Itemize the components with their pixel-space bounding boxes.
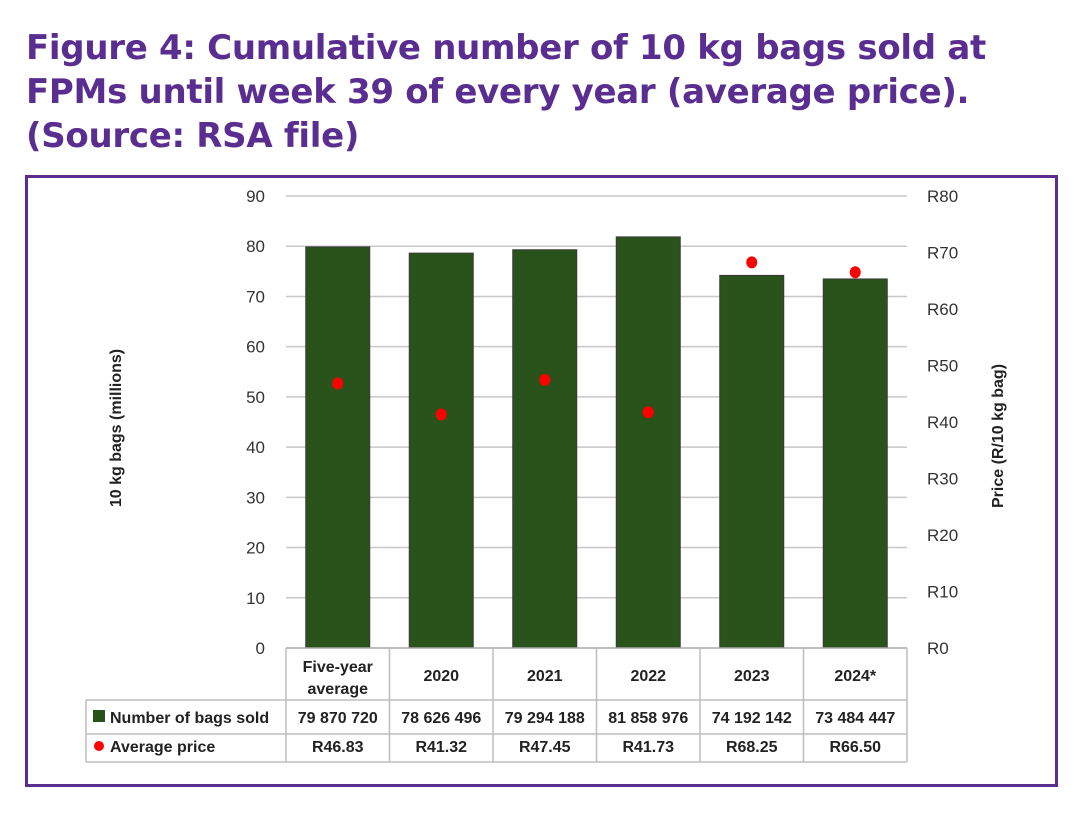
category-label: 2020 [423,668,459,685]
bags-sold-value: 74 192 142 [712,710,792,727]
average-price-value: R68.25 [726,739,778,756]
average-price-value: R46.83 [312,739,364,756]
right-tick-label: R50 [927,357,958,376]
price-dot [849,266,861,279]
bar [615,236,681,649]
left-tick-label: 20 [246,539,265,558]
left-tick-label: 40 [246,438,265,457]
right-tick-label: R40 [927,413,958,432]
title-line-3: (Source: RSA file) [26,116,360,156]
left-tick-label: 10 [246,589,265,608]
title-line-1: Figure 4: Cumulative number of 10 kg bag… [26,28,986,68]
category-label: 2022 [630,668,666,685]
bars [305,236,888,649]
category-label: 2024* [834,668,877,685]
bar [408,252,474,649]
figure-title: Figure 4: Cumulative number of 10 kg bag… [26,26,1066,158]
right-tick-label: R80 [927,187,958,206]
left-tick-label: 0 [256,639,265,658]
right-axis-ticks: R0 R10 R20 R30 R40 R50 R60 R70 R80 [927,187,958,658]
bar [305,246,371,649]
legend-label-price: Average price [110,739,215,756]
chart-frame [25,175,1058,787]
bar [822,278,888,649]
legend-key-price [94,741,104,751]
left-tick-label: 60 [246,338,265,357]
bags-sold-value: 79 294 188 [505,710,585,727]
right-tick-label: R60 [927,300,958,319]
right-tick-label: R30 [927,470,958,489]
category-label: average [308,681,369,698]
average-price-value: R41.73 [622,739,674,756]
legend-key-bars [93,710,105,722]
right-tick-label: R10 [927,583,958,602]
bags-sold-value: 78 626 496 [401,710,481,727]
left-axis-title: 10 kg bags (millions) [108,349,125,507]
bags-sold-value: 81 858 976 [608,710,688,727]
price-dot [642,406,654,419]
bar [512,249,578,649]
left-tick-label: 90 [246,187,265,206]
right-tick-label: R20 [927,526,958,545]
bar [719,274,785,649]
price-dot [746,256,758,269]
left-tick-label: 70 [246,287,265,306]
price-dot [539,373,551,386]
data-table: Five-year average 2020 2021 2022 2023 2024* Num… [85,647,908,763]
category-label: 2021 [527,668,563,685]
gridlines [286,195,907,599]
category-label: Five-year [303,659,373,676]
title-line-2: FPMs until week 39 of every year (averag… [26,72,970,112]
price-dots [332,256,861,421]
price-dot [332,377,344,390]
category-label: 2023 [734,668,770,685]
average-price-value: R66.50 [829,739,881,756]
right-axis-title: Price (R/10 kg bag) [990,364,1007,508]
average-price-value: R41.32 [415,739,467,756]
left-tick-label: 50 [246,388,265,407]
left-axis-ticks: 0 10 20 30 40 50 60 70 80 90 [246,187,265,658]
left-tick-label: 80 [246,237,265,256]
left-tick-label: 30 [246,488,265,507]
average-price-value: R47.45 [519,739,571,756]
legend-label-bags: Number of bags sold [110,710,269,727]
bags-sold-value: 73 484 447 [815,710,895,727]
bags-sold-value: 79 870 720 [298,710,378,727]
right-tick-label: R0 [927,639,949,658]
right-tick-label: R70 [927,244,958,263]
price-dot [435,408,447,421]
